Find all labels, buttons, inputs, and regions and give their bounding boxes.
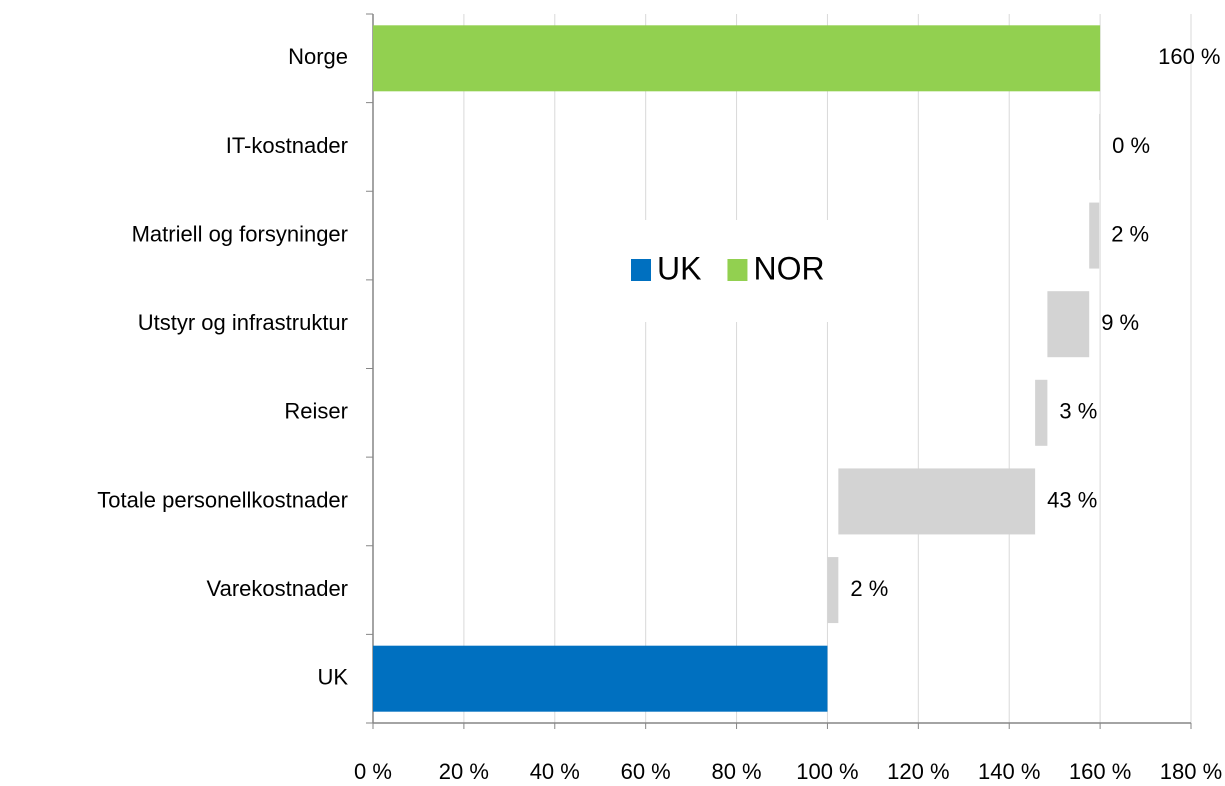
bar xyxy=(1089,202,1100,269)
y-tick-label: IT-kostnader xyxy=(226,133,348,158)
bar xyxy=(838,468,1036,535)
data-label: 160 % xyxy=(1158,44,1220,69)
legend-label: UK xyxy=(657,250,701,286)
legend-swatch xyxy=(631,259,651,281)
data-label: 2 % xyxy=(1111,221,1149,246)
bar xyxy=(373,25,1101,92)
x-tick-label: 160 % xyxy=(1069,759,1131,784)
y-tick-label: Reiser xyxy=(284,399,348,424)
x-tick-label: 20 % xyxy=(439,759,489,784)
x-tick-label: 40 % xyxy=(530,759,580,784)
y-tick-label: Totale personellkostnader xyxy=(97,487,348,512)
legend: UK NOR xyxy=(600,220,840,322)
bar xyxy=(1099,113,1101,180)
x-tick-label: 60 % xyxy=(621,759,671,784)
data-label: 43 % xyxy=(1047,487,1097,512)
x-tick-label: 140 % xyxy=(978,759,1040,784)
x-tick-label: 180 % xyxy=(1160,759,1222,784)
bar xyxy=(373,645,828,712)
legend-swatch xyxy=(727,259,748,281)
bar xyxy=(1035,379,1048,446)
data-label: 0 % xyxy=(1112,133,1150,158)
y-tick-label: Matriell og forsyninger xyxy=(132,221,348,246)
data-label: 3 % xyxy=(1059,399,1097,424)
x-tick-label: 80 % xyxy=(711,759,761,784)
y-tick-label: Utstyr og infrastruktur xyxy=(138,310,348,335)
legend-label: NOR xyxy=(753,250,824,286)
x-tick-label: 0 % xyxy=(354,759,392,784)
data-label: 2 % xyxy=(850,576,888,601)
bar xyxy=(1047,291,1090,358)
data-label: 9 % xyxy=(1101,310,1139,335)
x-tick-label: 120 % xyxy=(887,759,949,784)
bar xyxy=(827,557,839,624)
x-tick-label: 100 % xyxy=(796,759,858,784)
y-tick-label: UK xyxy=(317,665,348,690)
y-tick-label: Varekostnader xyxy=(207,576,348,601)
y-tick-label: Norge xyxy=(288,44,348,69)
